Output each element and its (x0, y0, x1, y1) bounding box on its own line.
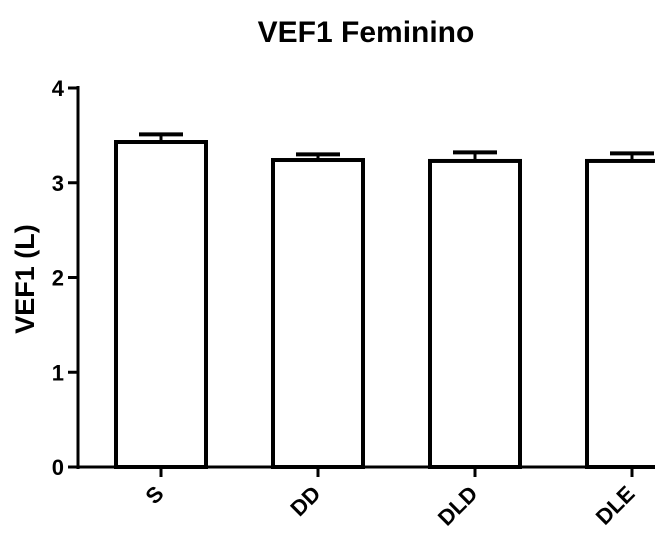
x-tick-label-s: S (140, 481, 168, 509)
bar-dld (428, 158, 522, 470)
y-tick-label: 1 (52, 360, 64, 385)
x-tick-label-dld: DLD (433, 481, 483, 531)
y-tick-label: 3 (52, 171, 64, 196)
y-tick-label: 4 (52, 76, 65, 101)
plot-area: 0 1 2 3 4 S DD DLD DLE (52, 76, 655, 531)
bar-dd (271, 158, 365, 469)
x-tick-label-dd: DD (285, 481, 325, 521)
bar-dle (585, 158, 655, 470)
y-tick-label: 2 (52, 266, 64, 291)
chart-title: VEF1 Feminino (258, 16, 475, 49)
y-tick-label: 0 (52, 455, 64, 480)
x-tick-label-dle: DLE (591, 481, 640, 530)
y-axis-label: VEF1 (L) (10, 224, 40, 334)
bar-s (114, 140, 208, 469)
